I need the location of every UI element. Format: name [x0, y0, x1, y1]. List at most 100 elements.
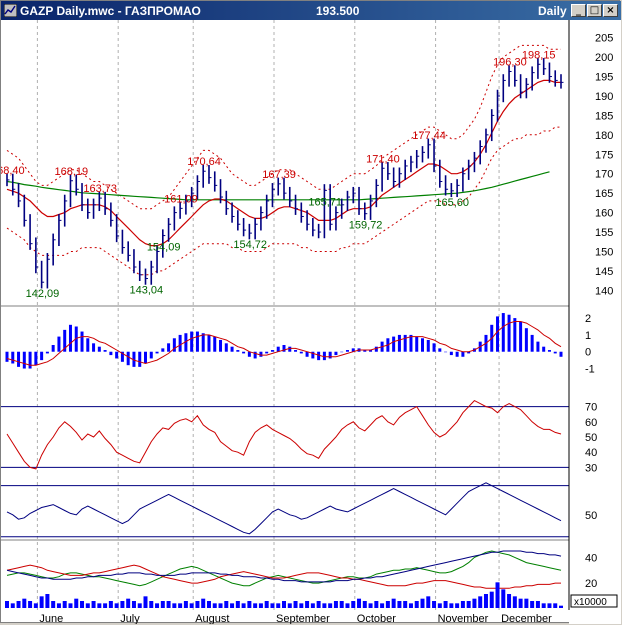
- macd-bar: [28, 351, 32, 369]
- trough-label: 165,71: [308, 196, 342, 208]
- y-tick-label: 195: [595, 72, 613, 84]
- macd-bar: [455, 351, 459, 357]
- macd-bar: [299, 351, 303, 354]
- x-tick-label: June: [39, 613, 63, 624]
- macd-bar: [374, 346, 378, 352]
- volume-bar: [472, 598, 477, 608]
- macd-bar: [351, 348, 355, 352]
- macd-bar: [178, 334, 182, 352]
- volume-bar: [103, 603, 108, 608]
- macd-bar: [553, 351, 557, 354]
- macd-bar: [345, 350, 349, 352]
- y-tick-label: 50: [585, 432, 597, 444]
- macd-bar: [282, 345, 286, 352]
- peak-label: 170,64: [187, 156, 221, 168]
- macd-bar: [501, 313, 505, 352]
- dmi-panel: [6, 550, 562, 589]
- volume-bar: [368, 603, 373, 608]
- trough-label: 159,72: [349, 220, 383, 232]
- macd-bar: [224, 343, 228, 352]
- close-button[interactable]: ×: [603, 4, 618, 17]
- macd-bar: [184, 333, 188, 352]
- peak-label: 177,44: [412, 130, 446, 142]
- volume-bar: [426, 596, 431, 608]
- volume-bar: [316, 601, 321, 608]
- volume-bar: [391, 598, 396, 608]
- volume-bar: [518, 598, 523, 608]
- macd-bar: [201, 333, 205, 352]
- x-tick-label: July: [120, 613, 140, 624]
- volume-bar: [172, 603, 177, 608]
- volume-bar: [178, 603, 183, 608]
- macd-bar: [421, 338, 424, 352]
- dmi-adx-line: [6, 550, 562, 583]
- macd-bar: [507, 314, 511, 352]
- y-tick-label: 140: [595, 285, 613, 297]
- macd-bar: [155, 351, 159, 354]
- y-tick-label: -1: [585, 364, 595, 376]
- volume-bar: [362, 601, 367, 608]
- volume-bar: [322, 603, 327, 608]
- macd-bar: [536, 341, 540, 352]
- rsi-panel: [1, 399, 569, 470]
- macd-bar: [461, 351, 465, 357]
- volume-unit-box: [570, 594, 618, 608]
- title-bar[interactable]: GAZP Daily.mwc - ГАЗПРОМАО 193.500 Daily…: [1, 1, 621, 20]
- volume-bar: [16, 601, 21, 608]
- chart-area[interactable]: 168,40 168,19 163,73 161,09 170,64 167,39 171,…: [1, 20, 621, 624]
- volume-bar: [230, 603, 235, 608]
- volume-bar: [22, 598, 27, 608]
- macd-bar: [109, 351, 113, 356]
- volume-bar: [183, 601, 188, 608]
- volume-bar: [397, 601, 402, 608]
- macd-bar: [438, 348, 442, 352]
- macd-bar: [172, 338, 176, 352]
- volume-bar: [530, 601, 535, 608]
- volume-bar: [408, 603, 413, 608]
- volume-bar: [299, 603, 304, 608]
- volume-bar: [264, 601, 269, 608]
- volume-bar: [62, 601, 67, 608]
- macd-bar: [328, 351, 332, 359]
- volume-bar: [466, 601, 471, 608]
- y-tick-label: 40: [585, 552, 597, 564]
- y-tick-label: 180: [595, 130, 613, 142]
- axis-background: [569, 20, 621, 624]
- volume-bar: [524, 598, 529, 608]
- trough-label: 143,04: [130, 285, 164, 297]
- volume-bar: [91, 601, 96, 608]
- macd-bar: [5, 351, 9, 362]
- x-tick-label: October: [357, 613, 396, 624]
- minimize-button[interactable]: _: [571, 4, 586, 17]
- volume-bar: [403, 601, 408, 608]
- macd-bar: [317, 351, 321, 361]
- x-tick-label: December: [501, 613, 552, 624]
- lower-band-line: [6, 126, 561, 276]
- volume-bar: [97, 603, 102, 608]
- macd-bar: [409, 334, 413, 352]
- volume-bar: [68, 603, 73, 608]
- volume-bar: [512, 596, 517, 608]
- volume-bar: [45, 594, 50, 608]
- volume-bar: [149, 601, 154, 608]
- maximize-button[interactable]: □: [587, 4, 602, 17]
- volume-bar: [74, 598, 79, 608]
- macd-bar: [334, 351, 338, 356]
- macd-bar: [530, 334, 534, 352]
- macd-bar: [207, 334, 211, 352]
- upper-band-line: [6, 44, 561, 210]
- volume-bar: [10, 603, 15, 608]
- volume-bar: [143, 596, 148, 608]
- period-label: Daily: [538, 4, 567, 18]
- volume-bar: [414, 601, 419, 608]
- macd-bar: [305, 351, 309, 357]
- macd-bar: [22, 351, 26, 369]
- macd-bar: [513, 318, 517, 352]
- macd-bar: [51, 345, 55, 352]
- volume-bar: [33, 603, 38, 608]
- volume-bar: [547, 603, 552, 608]
- plot-background: [1, 20, 569, 610]
- y-tick-label: 150: [595, 246, 613, 258]
- oscillator-line: [6, 482, 562, 535]
